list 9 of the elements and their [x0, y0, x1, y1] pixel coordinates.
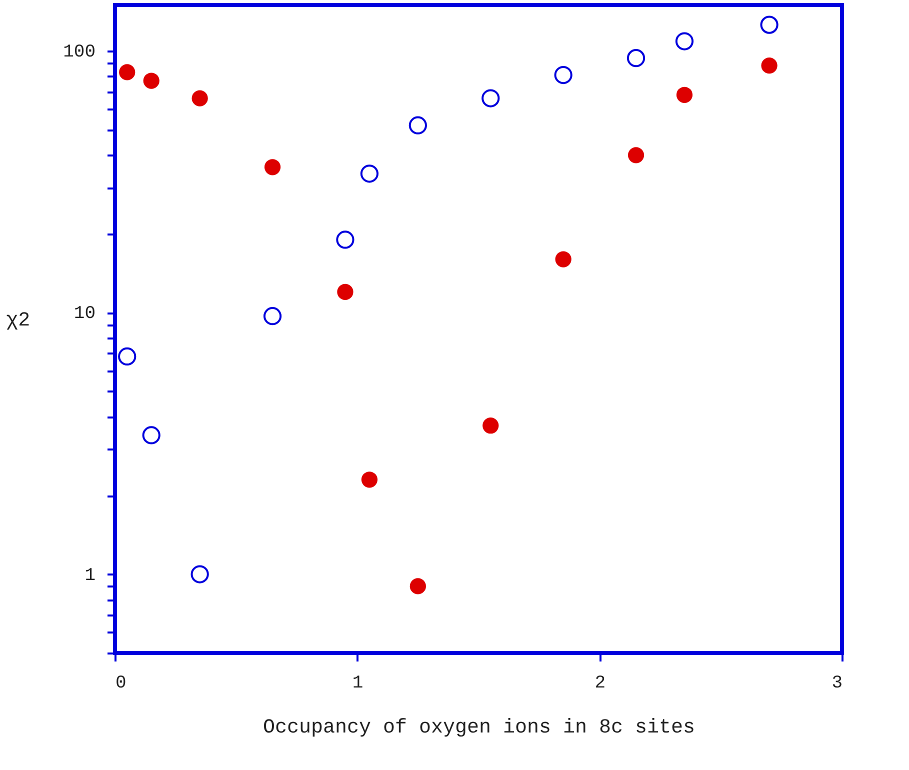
y-tick-label: 10 — [74, 304, 96, 324]
y-tick-label: 1 — [84, 566, 96, 586]
y-tick-label: 100 — [63, 42, 96, 63]
x-tick-label: 3 — [832, 674, 842, 694]
y-axis-title: χ2 — [6, 310, 30, 332]
x-axis-title: Occupancy of oxygen ions in 8c sites — [262, 716, 696, 740]
x-tick-label: 1 — [352, 674, 364, 694]
x-tick-label: 0 — [116, 674, 126, 694]
x-tick-label: 2 — [594, 674, 606, 694]
